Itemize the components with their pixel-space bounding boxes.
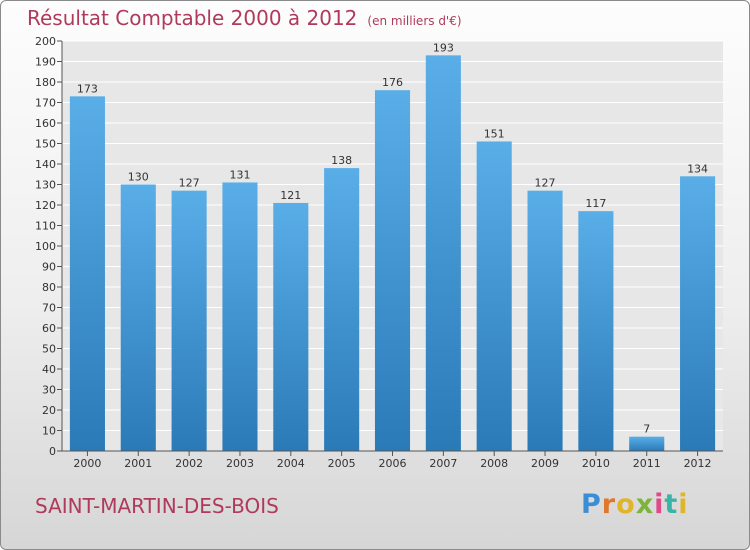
logo-letter: i: [678, 489, 689, 520]
logo-letter: o: [616, 489, 636, 520]
x-tick-label-2006: 2006: [379, 457, 407, 470]
y-tick-label: 30: [42, 384, 56, 397]
value-label-2003: 131: [229, 168, 250, 181]
bar-2001[interactable]: [120, 184, 156, 452]
bar-2007[interactable]: [425, 55, 461, 451]
y-tick-label: 80: [42, 281, 56, 294]
value-label-2007: 193: [433, 41, 454, 54]
bar-2012[interactable]: [680, 176, 716, 452]
logo-letter: i: [654, 489, 665, 520]
title-text: Résultat Comptable 2000 à 2012: [27, 6, 358, 30]
value-label-2008: 151: [484, 127, 505, 140]
y-tick-label: 130: [35, 179, 56, 192]
y-tick-label: 20: [42, 404, 56, 417]
bar-2009[interactable]: [527, 190, 563, 451]
bar-2003[interactable]: [222, 182, 258, 451]
y-tick-label: 160: [35, 117, 56, 130]
proxiti-logo[interactable]: Proxiti: [581, 489, 689, 520]
x-tick-label-2000: 2000: [73, 457, 101, 470]
city-name: SAINT-MARTIN-DES-BOIS: [35, 494, 279, 518]
bar-2008[interactable]: [476, 141, 512, 451]
y-tick-label: 200: [35, 35, 56, 48]
value-label-2012: 134: [687, 162, 708, 175]
x-tick-label-2001: 2001: [124, 457, 152, 470]
value-label-2000: 173: [77, 82, 98, 95]
bar-2004[interactable]: [273, 202, 309, 451]
value-label-2009: 127: [535, 177, 556, 190]
x-tick-label-2010: 2010: [582, 457, 610, 470]
y-tick-label: 70: [42, 302, 56, 315]
logo-letter: t: [664, 489, 679, 520]
value-label-2005: 138: [331, 154, 352, 167]
bar-2005[interactable]: [324, 168, 360, 451]
value-label-2010: 117: [585, 197, 606, 210]
unit-text: (en milliers d'€): [367, 14, 462, 28]
x-tick-label-2007: 2007: [429, 457, 457, 470]
y-tick-label: 140: [35, 158, 56, 171]
value-label-2004: 121: [280, 189, 301, 202]
y-tick-label: 100: [35, 240, 56, 253]
bar-2000[interactable]: [69, 96, 105, 451]
y-tick-label: 0: [49, 445, 56, 458]
x-tick-label-2011: 2011: [633, 457, 661, 470]
value-label-2011: 7: [643, 423, 650, 436]
y-tick-label: 120: [35, 199, 56, 212]
x-tick-label-2009: 2009: [531, 457, 559, 470]
y-tick-label: 90: [42, 261, 56, 274]
y-tick-label: 10: [42, 425, 56, 438]
x-tick-label-2005: 2005: [328, 457, 356, 470]
chart-title: Résultat Comptable 2000 à 2012 (en millie…: [27, 6, 462, 30]
x-tick-label-2012: 2012: [684, 457, 712, 470]
x-tick-label-2003: 2003: [226, 457, 254, 470]
bar-2002[interactable]: [171, 190, 207, 451]
y-tick-label: 110: [35, 220, 56, 233]
y-tick-label: 150: [35, 138, 56, 151]
x-tick-label-2002: 2002: [175, 457, 203, 470]
value-label-2006: 176: [382, 76, 403, 89]
bar-2010[interactable]: [578, 211, 614, 451]
y-tick-label: 40: [42, 363, 56, 376]
y-tick-label: 190: [35, 56, 56, 69]
y-tick-label: 50: [42, 343, 56, 356]
value-label-2001: 130: [128, 171, 149, 184]
y-tick-label: 60: [42, 322, 56, 335]
y-tick-label: 180: [35, 76, 56, 89]
value-label-2002: 127: [179, 177, 200, 190]
y-tick-label: 170: [35, 97, 56, 110]
logo-letter: r: [601, 489, 617, 520]
x-tick-label-2008: 2008: [480, 457, 508, 470]
bar-2011[interactable]: [629, 436, 665, 451]
logo-letter: P: [581, 489, 602, 520]
logo-letter: x: [635, 489, 655, 520]
bar-2006[interactable]: [374, 90, 411, 451]
x-tick-label-2004: 2004: [277, 457, 305, 470]
bar-chart: 173 130 127 131 121 138 176 193 151 127 117 7 134 0 1…: [35, 35, 723, 470]
